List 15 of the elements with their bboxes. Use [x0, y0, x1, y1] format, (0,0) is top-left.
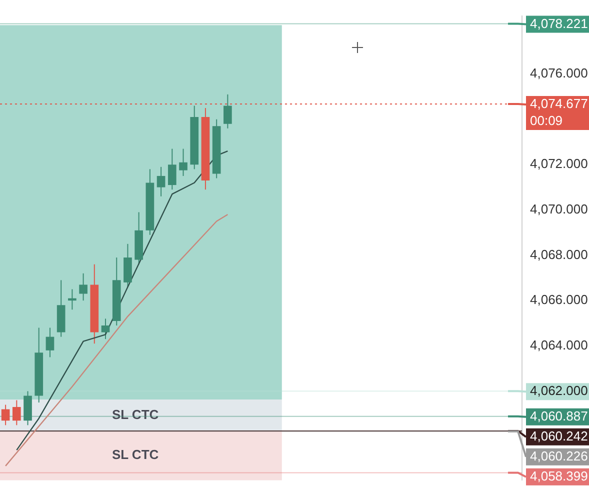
y-tick-label: 4,070.000	[530, 202, 588, 217]
y-tick-label: 4,066.000	[530, 292, 588, 308]
y-tick-label: 4,072.000	[530, 156, 588, 172]
band-label: SL CTC	[112, 447, 160, 462]
ref-line-label: 4,060.226	[530, 448, 588, 464]
ref-line-label: 4,060.887	[530, 408, 588, 424]
y-tick-label: 4,068.000	[530, 246, 588, 262]
ref-line-label: 4,062.000	[530, 383, 588, 398]
band-label: SL CTC	[112, 406, 160, 422]
ref-line-label: 4,074.677 00:09	[530, 96, 588, 128]
ref-line-label: 4,078.221	[530, 16, 588, 31]
y-tick-label: 4,076.000	[530, 66, 588, 81]
ref-line-label: 4,058.399	[530, 468, 588, 484]
y-tick-label: 4,064.000	[530, 337, 588, 352]
ref-line-label: 4,060.242	[530, 428, 588, 444]
